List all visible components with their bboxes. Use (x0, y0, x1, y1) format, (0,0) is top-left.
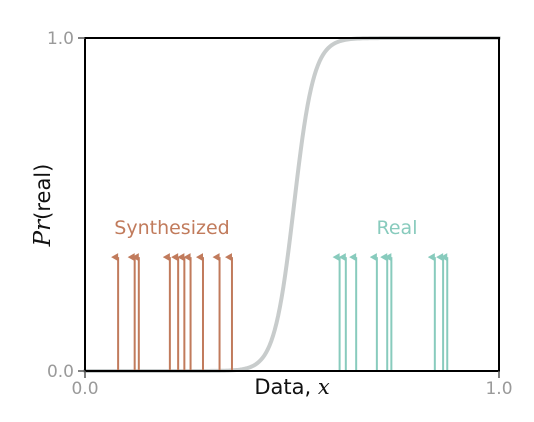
y-tick-label-1: 1.0 (47, 29, 74, 49)
y-axis-label-variable: Pr (30, 218, 56, 247)
x-axis-label-variable: x (318, 375, 330, 399)
x-tick-label-0: 0.0 (71, 379, 98, 399)
y-axis-label-text: (real) (31, 164, 55, 220)
probability-curve-layer (83, 36, 501, 373)
x-tick-label-1: 1.0 (485, 379, 512, 399)
group-label-real: Real (377, 217, 418, 239)
y-tick-label-0: 0.0 (47, 362, 74, 382)
plot-frame (84, 37, 500, 372)
sample-arrows-layer (111, 253, 449, 371)
x-axis-label: Data, x (254, 375, 330, 399)
x-axis-label-text: Data, (254, 375, 318, 399)
group-label-synthesized: Synthesized (114, 217, 229, 239)
y-axis-label: Pr(real) (30, 164, 56, 248)
probability-curve (83, 36, 501, 373)
